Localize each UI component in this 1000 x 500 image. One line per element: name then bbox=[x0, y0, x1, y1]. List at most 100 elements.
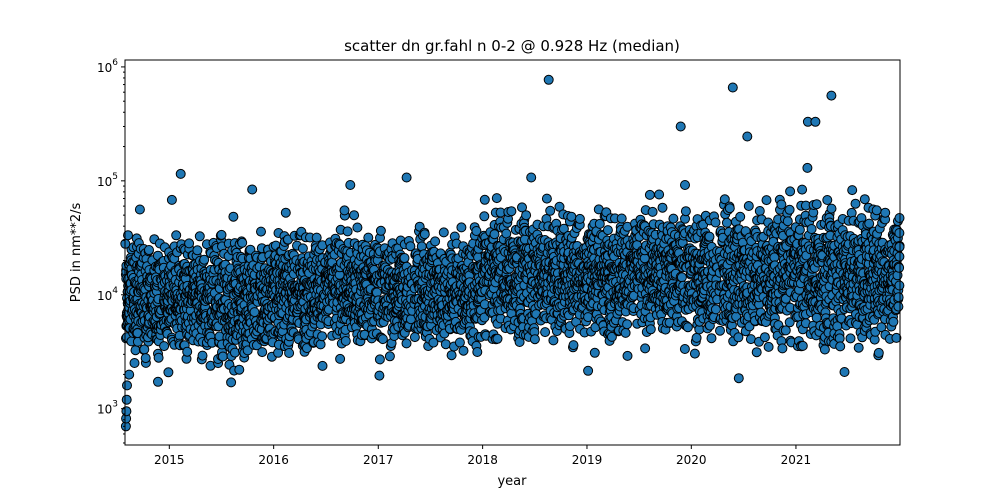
data-point bbox=[888, 316, 899, 327]
data-point bbox=[616, 213, 627, 224]
data-point bbox=[620, 327, 631, 338]
data-point bbox=[375, 225, 386, 236]
data-point bbox=[784, 204, 795, 215]
x-tick-label: 2017 bbox=[363, 453, 394, 467]
data-point bbox=[124, 369, 135, 380]
data-point bbox=[724, 203, 735, 214]
data-point bbox=[675, 121, 686, 132]
data-point bbox=[785, 186, 796, 197]
data-point bbox=[640, 343, 651, 354]
data-point bbox=[802, 162, 813, 173]
data-point bbox=[679, 344, 690, 354]
data-point bbox=[548, 335, 559, 346]
data-point bbox=[566, 211, 577, 222]
data-point bbox=[526, 172, 537, 183]
data-point bbox=[284, 348, 295, 358]
data-point bbox=[668, 213, 679, 224]
data-point bbox=[257, 347, 268, 358]
data-point bbox=[163, 367, 174, 378]
data-point bbox=[454, 337, 465, 348]
data-point bbox=[458, 345, 469, 356]
data-point bbox=[317, 331, 328, 342]
data-point bbox=[401, 172, 412, 183]
x-tick-label: 2019 bbox=[572, 453, 603, 467]
data-point bbox=[438, 227, 449, 238]
data-point bbox=[234, 364, 245, 375]
data-point bbox=[622, 350, 633, 361]
data-point bbox=[184, 238, 195, 249]
data-point bbox=[727, 82, 738, 93]
data-point bbox=[166, 194, 177, 205]
data-point bbox=[704, 231, 715, 242]
data-point bbox=[540, 327, 551, 338]
data-point bbox=[819, 344, 830, 355]
data-point bbox=[256, 226, 266, 237]
data-point bbox=[835, 341, 846, 352]
data-point bbox=[735, 211, 746, 222]
data-point bbox=[847, 185, 858, 196]
data-point bbox=[171, 230, 182, 241]
data-point bbox=[622, 319, 633, 330]
data-point bbox=[645, 324, 656, 335]
data-point bbox=[871, 205, 882, 216]
data-point bbox=[894, 280, 905, 291]
data-point bbox=[229, 347, 240, 358]
data-point bbox=[430, 236, 441, 247]
x-tick-label: 2015 bbox=[154, 453, 185, 467]
data-point bbox=[456, 222, 467, 233]
data-point bbox=[399, 253, 410, 263]
data-point bbox=[199, 254, 210, 265]
data-point bbox=[733, 332, 744, 343]
data-point bbox=[568, 340, 579, 351]
data-point bbox=[873, 347, 884, 358]
data-point bbox=[134, 204, 145, 215]
data-point bbox=[194, 231, 205, 242]
data-point bbox=[721, 217, 732, 228]
data-point bbox=[743, 201, 754, 211]
data-point bbox=[446, 350, 457, 361]
y-axis-label: PSD in nm**2/s bbox=[69, 203, 84, 303]
data-point bbox=[237, 237, 248, 248]
data-point bbox=[217, 351, 228, 362]
data-point bbox=[340, 336, 351, 346]
data-point bbox=[384, 351, 395, 362]
data-point bbox=[541, 193, 552, 204]
data-point bbox=[440, 339, 451, 350]
data-point bbox=[893, 301, 904, 312]
data-point bbox=[129, 358, 140, 368]
data-point bbox=[182, 346, 193, 357]
data-point bbox=[153, 352, 164, 363]
data-point bbox=[797, 340, 808, 351]
chart-title: scatter dn gr.fahl n 0-2 @ 0.928 Hz (med… bbox=[344, 37, 680, 55]
data-point bbox=[880, 207, 891, 218]
data-point bbox=[352, 222, 363, 233]
data-point bbox=[853, 342, 864, 353]
data-point bbox=[197, 350, 208, 361]
data-point bbox=[754, 206, 765, 216]
data-point bbox=[644, 189, 655, 200]
x-tick-label: 2021 bbox=[781, 453, 812, 467]
data-point bbox=[216, 229, 227, 240]
data-point bbox=[777, 343, 788, 354]
data-point bbox=[315, 339, 326, 350]
data-point bbox=[121, 394, 132, 405]
data-point bbox=[751, 347, 762, 358]
data-point bbox=[810, 116, 821, 127]
data-point bbox=[797, 184, 808, 195]
data-point bbox=[472, 347, 483, 357]
data-point bbox=[521, 210, 532, 221]
data-point bbox=[529, 334, 540, 345]
data-point bbox=[782, 216, 793, 227]
data-point bbox=[822, 195, 833, 205]
data-point bbox=[733, 373, 744, 384]
data-point bbox=[130, 345, 141, 356]
data-point bbox=[893, 292, 904, 303]
data-point bbox=[349, 210, 360, 221]
data-point bbox=[122, 380, 132, 391]
data-point bbox=[280, 207, 291, 218]
data-point bbox=[377, 334, 388, 345]
data-point bbox=[491, 193, 502, 204]
data-point bbox=[583, 312, 594, 323]
data-point bbox=[811, 199, 822, 210]
